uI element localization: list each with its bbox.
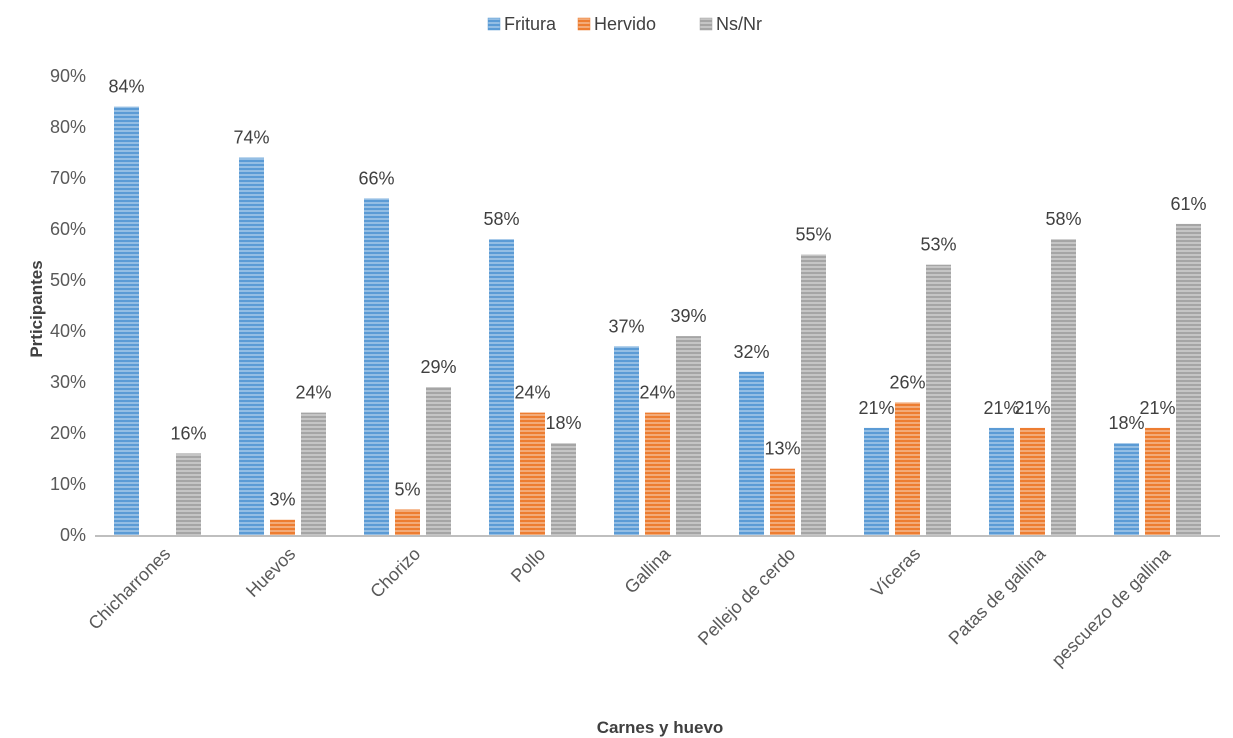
bar-hervido-5 [645, 412, 670, 535]
legend: Fritura Hervido Ns/Nr [487, 14, 762, 34]
bar-fritura-8 [989, 427, 1014, 535]
data-label: 66% [358, 168, 394, 188]
legend-item-2: Hervido [577, 14, 656, 34]
legend-label: Ns/Nr [716, 14, 762, 34]
bar-nsnr-8 [1051, 239, 1076, 535]
bar-nsnr-6 [801, 254, 826, 535]
bar-fritura-1 [114, 106, 139, 535]
data-label: 53% [920, 235, 956, 255]
x-axis-title: Carnes y huevo [597, 718, 724, 737]
bar-nsnr-5 [676, 336, 701, 535]
bar-fritura-4 [489, 239, 514, 535]
y-axis-title: Prticipantes [27, 260, 46, 357]
bar-nsnr-3 [426, 387, 451, 535]
data-label: 18% [1108, 413, 1144, 433]
y-axis-ticks: 0% 10% 20% 30% 40% 50% 60% 70% 80% 90% [50, 66, 86, 545]
data-label: 24% [514, 383, 550, 403]
legend-label: Fritura [504, 14, 557, 34]
y-tick-label: 50% [50, 270, 86, 290]
bar-fritura-9 [1114, 443, 1139, 535]
legend-swatch [577, 17, 591, 31]
data-label: 26% [889, 372, 925, 392]
data-label: 21% [858, 398, 894, 418]
x-tick-label: Víceras [867, 544, 924, 601]
x-tick-label: pescuezo de gallina [1048, 543, 1175, 670]
data-label: 18% [545, 413, 581, 433]
bar-nsnr-9 [1176, 223, 1201, 535]
y-tick-label: 10% [50, 474, 86, 494]
data-labels: 84% 16% 74% 3% 24% 66% 5% 29% 58% 24% 18% 37% 24% 39%… [108, 77, 1206, 510]
y-tick-label: 60% [50, 219, 86, 239]
bar-fritura-2 [239, 157, 264, 535]
data-label: 24% [639, 383, 675, 403]
x-tick-label: Gallina [621, 543, 675, 597]
bar-fritura-6 [739, 371, 764, 535]
y-tick-label: 20% [50, 423, 86, 443]
data-label: 55% [795, 225, 831, 245]
data-label: 37% [608, 316, 644, 336]
data-label: 58% [1045, 209, 1081, 229]
y-tick-label: 40% [50, 321, 86, 341]
data-label: 3% [269, 490, 295, 510]
bar-fritura-3 [364, 198, 389, 535]
data-label: 61% [1170, 194, 1206, 214]
y-tick-label: 0% [60, 525, 86, 545]
data-label: 74% [233, 128, 269, 148]
data-label: 21% [983, 398, 1019, 418]
bar-fritura-5 [614, 346, 639, 535]
bar-fritura-7 [864, 427, 889, 535]
bars [114, 106, 1201, 535]
data-label: 58% [483, 209, 519, 229]
data-label: 16% [170, 423, 206, 443]
data-label: 39% [670, 306, 706, 326]
data-label: 32% [733, 342, 769, 362]
data-label: 5% [394, 480, 420, 500]
x-tick-label: Chicharrones [84, 544, 174, 634]
bar-nsnr-4 [551, 443, 576, 535]
legend-item-1: Fritura [487, 14, 557, 34]
legend-swatch [487, 17, 501, 31]
x-tick-label: Patas de gallina [945, 543, 1050, 648]
bar-hervido-3 [395, 509, 420, 535]
bar-hervido-6 [770, 468, 795, 535]
data-label: 13% [764, 439, 800, 459]
x-tick-label: Chorizo [366, 544, 424, 602]
bar-nsnr-1 [176, 453, 201, 535]
data-label: 29% [420, 357, 456, 377]
y-tick-label: 90% [50, 66, 86, 86]
x-axis-ticks: Chicharrones Huevos Chorizo Pollo Gallina Pel… [84, 543, 1175, 670]
y-tick-label: 30% [50, 372, 86, 392]
data-label: 24% [295, 383, 331, 403]
bar-nsnr-2 [301, 412, 326, 535]
legend-label: Hervido [594, 14, 656, 34]
y-tick-label: 70% [50, 168, 86, 188]
x-tick-label: Pollo [507, 544, 549, 586]
bar-hervido-8 [1020, 427, 1045, 535]
x-tick-label: Pellejo de cerdo [694, 544, 799, 649]
data-label: 84% [108, 77, 144, 97]
data-label: 21% [1139, 398, 1175, 418]
legend-item-3: Ns/Nr [699, 14, 762, 34]
bar-hervido-7 [895, 402, 920, 535]
x-tick-label: Huevos [242, 544, 299, 601]
data-label: 21% [1014, 398, 1050, 418]
bar-hervido-9 [1145, 427, 1170, 535]
bar-hervido-4 [520, 412, 545, 535]
legend-swatch [699, 17, 713, 31]
y-tick-label: 80% [50, 117, 86, 137]
bar-nsnr-7 [926, 264, 951, 535]
bar-hervido-2 [270, 519, 295, 535]
